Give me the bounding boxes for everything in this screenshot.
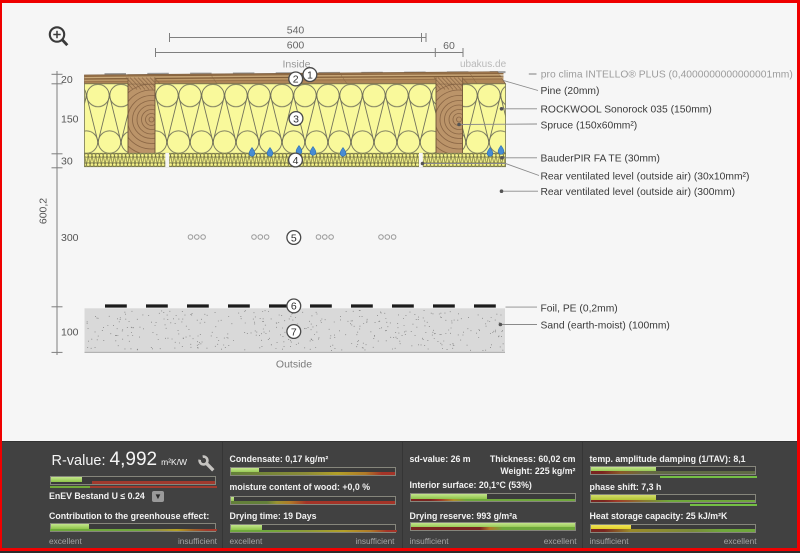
svg-text:BauderPIR FA TE (30mm): BauderPIR FA TE (30mm) [541,154,660,165]
svg-text:4: 4 [293,155,299,167]
svg-text:100: 100 [61,327,79,339]
svg-text:Foil, PE (0,2mm): Foil, PE (0,2mm) [541,304,618,315]
svg-text:ROCKWOOL Sonorock 035 (150mm): ROCKWOOL Sonorock 035 (150mm) [541,105,712,116]
svg-text:Pine (20mm): Pine (20mm) [541,86,600,97]
svg-text:7: 7 [291,326,297,338]
svg-text:Spruce (150x60mm²): Spruce (150x60mm²) [541,120,638,131]
svg-text:600: 600 [287,40,305,52]
svg-text:60: 60 [443,40,455,52]
svg-text:Rear ventilated level (outside: Rear ventilated level (outside air) (300… [541,187,736,198]
svg-text:5: 5 [291,232,297,244]
svg-text:20: 20 [61,74,73,86]
svg-text:540: 540 [287,25,305,37]
svg-text:1: 1 [307,69,313,81]
svg-text:pro clima INTELLO® PLUS (0,400: pro clima INTELLO® PLUS (0,4000000000000… [541,69,793,80]
svg-text:ubakus.de: ubakus.de [460,59,507,70]
svg-text:30: 30 [61,155,73,167]
svg-text:150: 150 [61,113,79,125]
svg-text:2: 2 [293,74,299,86]
svg-text:Inside: Inside [282,59,310,71]
svg-text:Rear ventilated level (outside: Rear ventilated level (outside air) (30x… [541,172,750,183]
svg-text:600,2: 600,2 [38,198,50,224]
svg-text:6: 6 [291,301,297,313]
svg-text:300: 300 [61,232,79,244]
svg-text:Sand (earth-moist) (100mm): Sand (earth-moist) (100mm) [541,321,670,332]
svg-text:Outside: Outside [276,359,312,371]
svg-text:3: 3 [293,113,299,125]
